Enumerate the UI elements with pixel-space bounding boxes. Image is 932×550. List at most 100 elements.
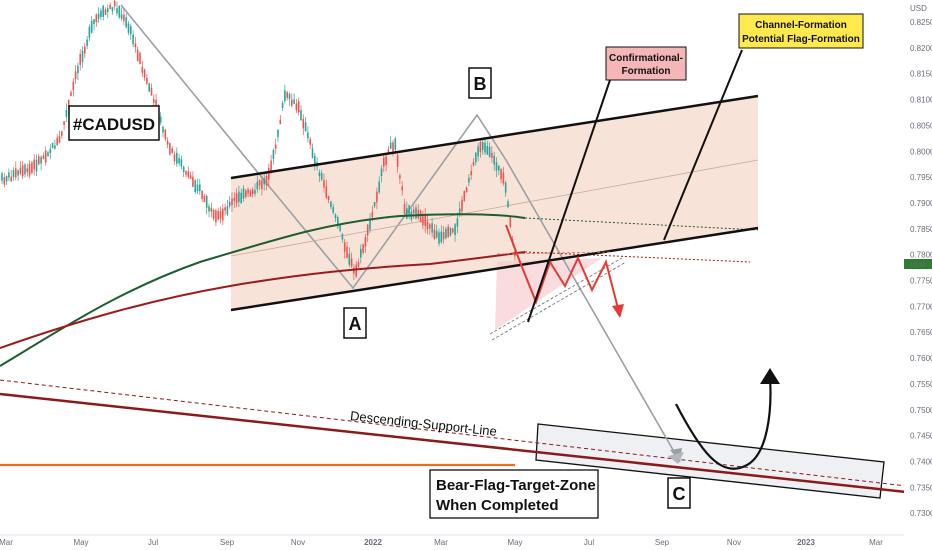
x-tick-label: Mar: [869, 538, 883, 547]
candle-body: [12, 170, 15, 178]
candle-body: [270, 160, 272, 173]
candle-body: [330, 201, 332, 208]
candle-body: [297, 101, 300, 113]
candle-body: [380, 168, 383, 177]
candle-body: [495, 162, 498, 171]
candle-body: [461, 199, 463, 212]
candle-body: [509, 216, 512, 227]
candle-body: [479, 141, 482, 153]
candle-body: [245, 190, 247, 197]
candle-body: [86, 39, 88, 47]
candle-body: [475, 152, 477, 163]
x-axis: Mar May Jul Sep Nov 2022 Mar May Jul Sep Nov 2023 Ma…: [0, 538, 883, 547]
candle-body: [332, 207, 334, 213]
candle-body: [40, 157, 42, 164]
candle-body: [348, 253, 351, 265]
candle-body: [141, 66, 144, 73]
candle-body: [3, 177, 6, 185]
candle-body: [240, 192, 242, 204]
x-tick-label: Sep: [655, 538, 670, 547]
candle-body: [498, 165, 500, 171]
candle-body: [79, 53, 81, 65]
candle-body: [357, 262, 360, 267]
candle-body: [277, 129, 279, 138]
candle-body: [389, 142, 392, 149]
candle-body: [74, 71, 77, 80]
candle-body: [24, 164, 26, 175]
candle-body: [263, 178, 265, 185]
candle-body: [311, 148, 314, 158]
reversal-arrowhead: [760, 368, 780, 384]
candle-body: [224, 207, 226, 211]
candle-body: [334, 214, 337, 219]
candle-body: [143, 69, 146, 78]
candle-body: [254, 190, 256, 194]
candle-body: [307, 132, 309, 139]
candle-body: [256, 181, 259, 190]
ema-red-line: [0, 251, 526, 349]
candle-body: [265, 176, 268, 186]
candle-body: [136, 49, 139, 61]
candle-body: [212, 209, 215, 219]
point-c-box: [667, 477, 691, 509]
candle-body: [396, 154, 399, 167]
target-label-box: [429, 469, 599, 519]
candle-body: [88, 26, 91, 38]
candle-body: [426, 221, 429, 230]
candle-body: [288, 93, 291, 100]
x-tick-label: Nov: [291, 538, 305, 547]
candle-body: [401, 186, 403, 191]
candle-body: [279, 119, 282, 125]
candle-body: [417, 209, 420, 219]
candle-body: [350, 258, 353, 267]
candle-body: [385, 156, 387, 165]
candle-body: [507, 201, 509, 208]
candle-body: [153, 99, 155, 103]
candle-body: [1, 173, 3, 181]
candle-body: [67, 99, 70, 109]
x-tick-label: Sep: [220, 538, 235, 547]
candle-body: [139, 52, 141, 64]
candle-body: [408, 205, 410, 216]
candle-body: [233, 198, 236, 202]
x-tick-label: Jul: [584, 538, 594, 547]
point-c-label: C: [673, 484, 686, 504]
yellow-callout-pointer: [663, 49, 743, 241]
wedge-dash-1: [489, 257, 623, 335]
candle-body: [49, 148, 52, 154]
channel-upper-line: [230, 94, 759, 180]
candle-body: [54, 145, 56, 149]
candle-body: [433, 229, 436, 239]
candle-body: [187, 171, 190, 177]
candle-body: [300, 110, 302, 121]
pink-callout-box: [605, 46, 687, 81]
candle-body: [123, 14, 125, 21]
channel-lower-line: [230, 226, 759, 312]
candle-body: [424, 214, 426, 227]
candle-body: [258, 180, 261, 186]
candle-body: [65, 109, 68, 117]
candle-body: [217, 211, 219, 220]
candle-body: [210, 207, 213, 212]
candle-body: [502, 172, 505, 184]
candle-body: [104, 9, 107, 15]
projection-small-arrow: [668, 452, 684, 464]
candle-body: [468, 177, 470, 183]
x-tick-label: Mar: [434, 538, 448, 547]
candle-body: [440, 231, 443, 243]
candle-body: [371, 212, 374, 218]
candle-body: [196, 184, 199, 192]
candle-body: [26, 168, 29, 173]
candle-body: [304, 122, 307, 132]
candle-body: [171, 148, 173, 153]
bear-arrowhead: [612, 304, 624, 318]
